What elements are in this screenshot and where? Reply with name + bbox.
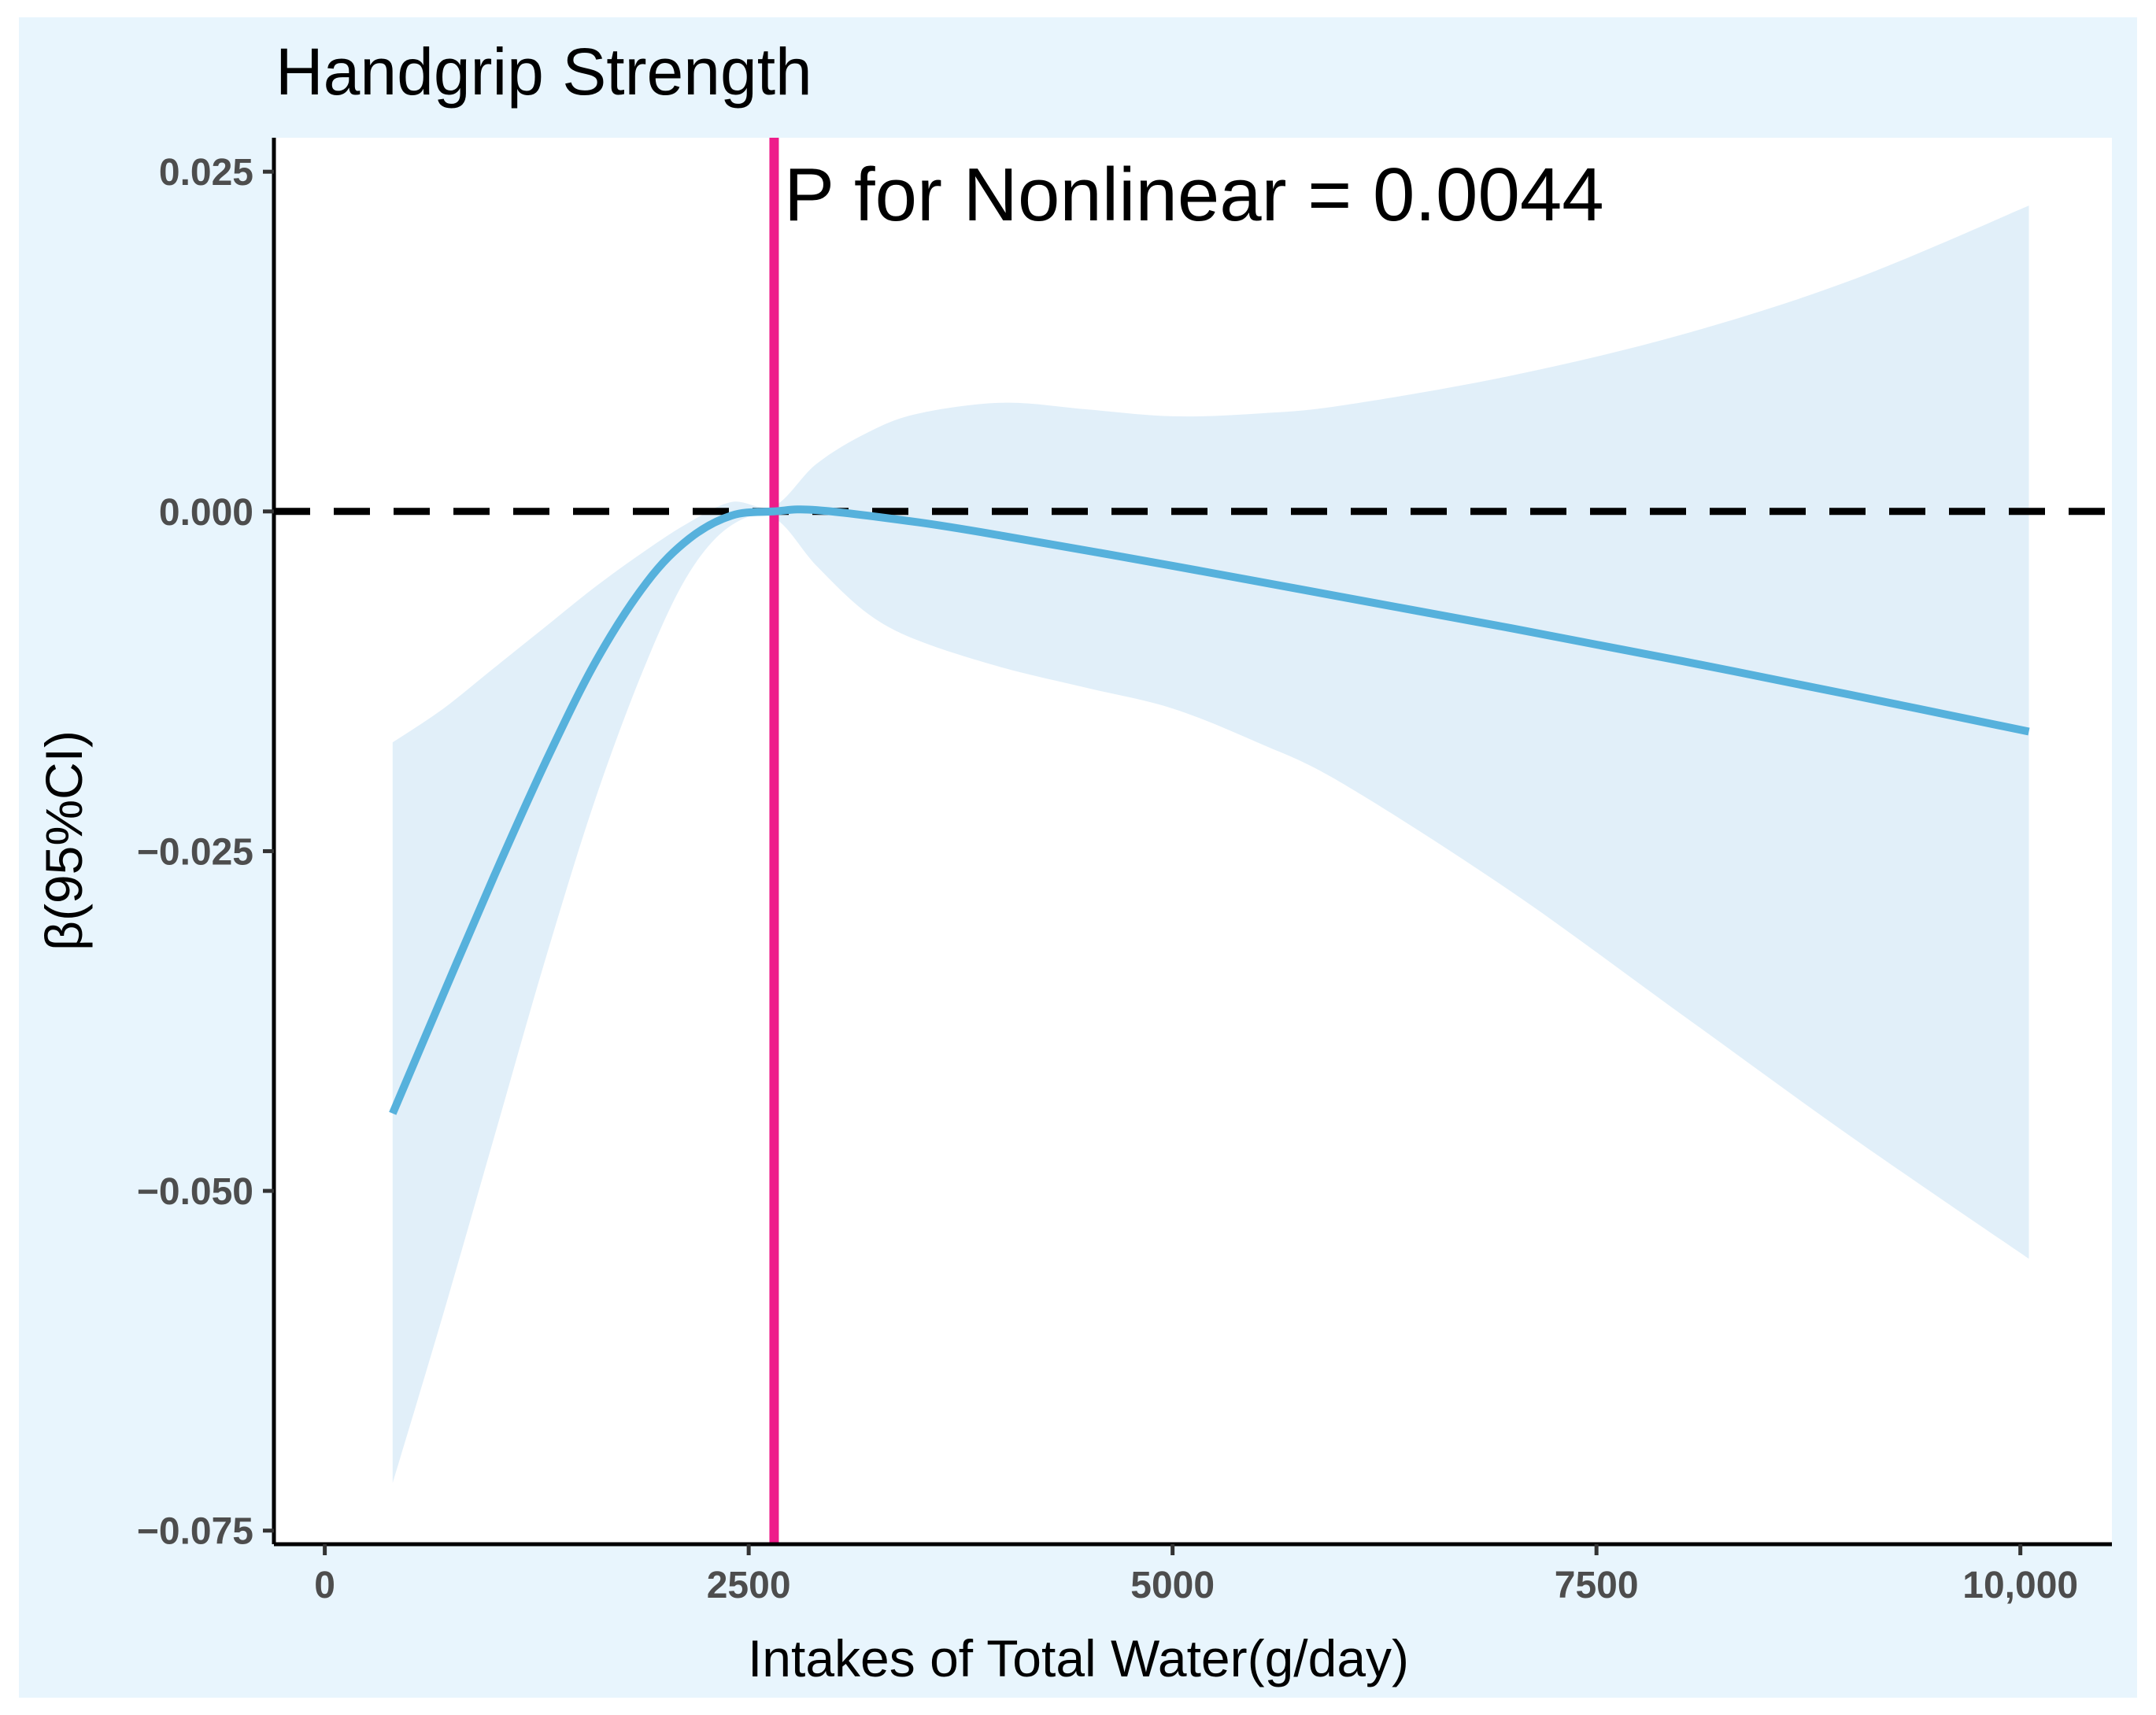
chart-title: Handgrip Strength [276,35,812,109]
x-tick-label: 0 [314,1565,335,1606]
y-tick-label: 0.025 [159,152,253,194]
x-tick-label: 10,000 [1962,1565,2078,1606]
x-tick-label: 2500 [707,1565,791,1606]
p-nonlinear-annotation: P for Nonlinear = 0.0044 [784,153,1604,237]
y-tick-label: −0.075 [137,1511,253,1553]
x-tick-label: 7500 [1555,1565,1639,1606]
beta-line [389,505,2030,1115]
x-axis-label: Intakes of Total Water(g/day) [748,1629,1409,1687]
y-tick-label: 0.000 [159,492,253,534]
y-tick-label: −0.025 [137,831,253,873]
y-tick-label: −0.050 [137,1171,253,1213]
y-axis-label: β(95%CI) [35,730,93,951]
confidence-band [392,205,2029,1484]
x-tick-label: 5000 [1130,1565,1215,1606]
